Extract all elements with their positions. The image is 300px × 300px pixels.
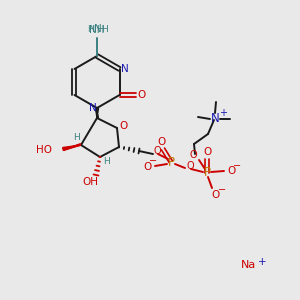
Text: N: N xyxy=(121,64,128,74)
Text: NH: NH xyxy=(89,25,105,35)
Text: N: N xyxy=(211,112,219,125)
Text: Na: Na xyxy=(240,260,256,270)
Text: N: N xyxy=(89,103,97,113)
Text: O: O xyxy=(203,147,211,157)
Text: O: O xyxy=(120,121,128,131)
Text: H: H xyxy=(87,25,93,34)
Text: −: − xyxy=(233,161,241,171)
Text: H: H xyxy=(102,25,108,34)
Text: −: − xyxy=(218,185,226,195)
Text: P: P xyxy=(167,155,175,169)
Polygon shape xyxy=(95,108,98,118)
Text: P: P xyxy=(203,167,211,179)
Text: O: O xyxy=(157,137,165,147)
Text: O: O xyxy=(227,166,235,176)
Text: +: + xyxy=(219,108,227,118)
Text: O: O xyxy=(153,146,161,156)
Text: O: O xyxy=(189,150,197,160)
Text: N: N xyxy=(94,24,102,34)
Text: O: O xyxy=(137,90,146,100)
Polygon shape xyxy=(63,145,81,151)
Text: O: O xyxy=(212,190,220,200)
Text: H: H xyxy=(74,133,80,142)
Text: O: O xyxy=(144,162,152,172)
Text: −: − xyxy=(149,156,157,166)
Text: O: O xyxy=(186,161,194,171)
Text: +: + xyxy=(258,257,266,267)
Text: OH: OH xyxy=(82,177,98,187)
Text: HO: HO xyxy=(36,145,52,155)
Text: H: H xyxy=(103,158,110,166)
